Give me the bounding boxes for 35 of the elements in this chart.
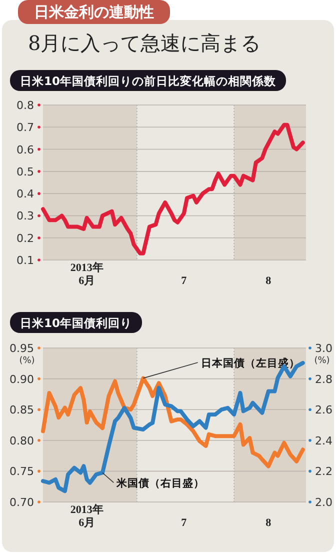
line-series [41,376,305,468]
x-tick-label: 2013年 6月 [70,503,104,529]
x-tick-label: 2013年 6月 [70,261,104,287]
chart-title: 日米10年国債利回り [20,316,132,330]
y2-tick-label: 2.4 [315,434,332,448]
y-axis-title: (%) [19,356,35,366]
y-tick-label: 0.85 [10,404,34,417]
y2-tick-label: 2.0 [315,496,332,509]
y-tick-label: 0.80 [10,434,34,448]
chart-title: 日米10年国債利回りの前日比変化幅の相関係数 [20,74,278,88]
y-tick-label: 0.75 [10,465,34,478]
x-tick-label: 8 [266,517,272,529]
x-tick-label: 7 [181,517,188,529]
y-tick-label: 0.90 [10,372,34,386]
y-tick-label: 0.3 [16,210,34,223]
y-tick-label: 0.4 [16,188,34,201]
y2-tick-label: 2.8 [315,372,332,386]
x-tick-label: 7 [181,275,188,287]
text: 8月に入って急速に高まる [28,31,261,55]
series-label: 米国債（右目盛） [116,476,205,490]
y2-axis-title: (%) [314,356,330,366]
y2-tick-label: 3.0 [315,342,332,355]
y-tick-label: 0.7 [16,121,34,134]
y2-tick-label: 2.6 [315,404,332,417]
y-tick-label: 0.5 [16,165,34,178]
y-tick-label: 0.95 [10,342,34,355]
y-tick-label: 0.70 [10,496,34,509]
y2-tick-label: 2.2 [315,465,332,478]
line-series [41,122,305,256]
x-tick-label: 8 [266,275,272,287]
y-tick-label: 0.6 [16,143,34,156]
y-tick-label: 0.2 [16,232,34,245]
y-tick-label: 0.1 [16,254,34,267]
y-tick-label: 0.8 [16,99,34,112]
text: 日米金利の連動性 [34,3,154,21]
